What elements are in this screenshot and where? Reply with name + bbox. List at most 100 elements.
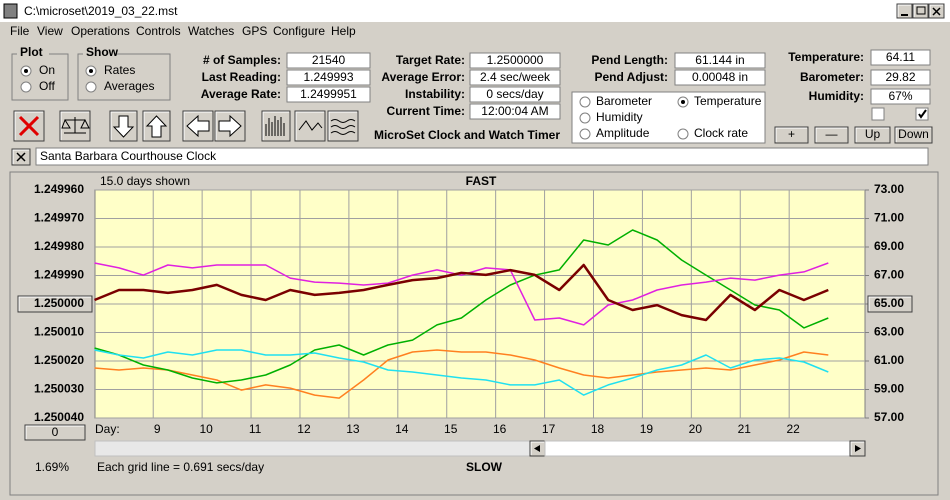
toolbar-button-hilite bbox=[183, 111, 212, 140]
field-value: 1.2499951 bbox=[300, 87, 357, 101]
field-value: 29.82 bbox=[885, 70, 915, 84]
scroll-left-hilite bbox=[530, 441, 544, 455]
offset-button[interactable] bbox=[24, 424, 86, 441]
button[interactable] bbox=[854, 126, 891, 144]
radio-label[interactable]: Rates bbox=[104, 63, 135, 77]
field-box bbox=[870, 88, 931, 105]
toolbar-button-hilite bbox=[110, 111, 136, 140]
menu-item[interactable]: GPS bbox=[242, 24, 267, 38]
button[interactable] bbox=[774, 126, 809, 144]
button-hilite bbox=[855, 127, 889, 142]
field-box bbox=[870, 49, 931, 66]
days-shown: 15.0 days shown bbox=[100, 174, 190, 188]
series-line bbox=[94, 349, 829, 399]
field-label: Pend Length: bbox=[591, 53, 668, 67]
toolbar-button-hilite bbox=[295, 111, 324, 140]
y-tick-label: 1.249980 bbox=[34, 239, 84, 253]
toolbar-button[interactable] bbox=[261, 110, 291, 142]
menu-item[interactable]: Controls bbox=[136, 24, 181, 38]
group-title: Show bbox=[86, 45, 119, 59]
button-hilite bbox=[895, 127, 931, 142]
close-name-glyph bbox=[16, 152, 26, 162]
legend-radio[interactable] bbox=[579, 96, 591, 108]
legend-radio[interactable] bbox=[579, 128, 591, 140]
radio-label[interactable]: Averages bbox=[104, 79, 154, 93]
toolbar-button-hilite bbox=[143, 111, 169, 140]
menu-item[interactable]: Configure bbox=[273, 24, 325, 38]
menu-item[interactable]: Operations bbox=[71, 24, 130, 38]
radio-label[interactable]: On bbox=[39, 63, 55, 77]
radio-label[interactable]: Off bbox=[39, 79, 55, 93]
y2-tick-label: 69.00 bbox=[874, 239, 904, 253]
scroll-thumb[interactable] bbox=[544, 440, 851, 457]
group-title: Plot bbox=[20, 45, 43, 59]
icon-x bbox=[18, 115, 40, 137]
menu-item[interactable]: Watches bbox=[188, 24, 234, 38]
button[interactable] bbox=[894, 126, 933, 144]
y2-tick-label: 61.00 bbox=[874, 353, 904, 367]
clock-name[interactable]: Santa Barbara Courthouse Clock bbox=[40, 149, 217, 163]
legend-radio[interactable] bbox=[677, 128, 689, 140]
y-center-button[interactable] bbox=[17, 295, 93, 313]
button-label[interactable]: Up bbox=[865, 127, 881, 141]
field-label: Average Rate: bbox=[201, 87, 281, 101]
y2-tick-label: 67.00 bbox=[874, 268, 904, 282]
x-tick-label: 13 bbox=[346, 422, 360, 436]
icon-down bbox=[112, 115, 135, 138]
checkbox bbox=[871, 107, 885, 121]
field-box bbox=[469, 69, 561, 86]
y2-center-button[interactable] bbox=[867, 295, 913, 313]
toolbar-button-hilite bbox=[215, 111, 244, 140]
y-tick-label: 1.249960 bbox=[34, 182, 84, 196]
toolbar-button-hilite bbox=[328, 111, 357, 140]
top-label: FAST bbox=[466, 174, 497, 188]
legend-label[interactable]: Clock rate bbox=[694, 126, 748, 140]
button-label[interactable]: Down bbox=[898, 127, 929, 141]
field-value: 0 secs/day bbox=[486, 87, 543, 101]
y2-tick-label: 65.00 bbox=[874, 296, 904, 310]
button-label[interactable]: — bbox=[826, 127, 838, 141]
field-value: 64.11 bbox=[886, 50, 915, 64]
button[interactable] bbox=[814, 126, 849, 144]
icon-waves bbox=[330, 119, 356, 135]
icon-scale bbox=[61, 117, 90, 134]
menu-item[interactable]: View bbox=[37, 24, 63, 38]
menu-item[interactable]: File bbox=[10, 24, 30, 38]
field-box bbox=[469, 103, 561, 120]
icon-left bbox=[186, 114, 210, 138]
radio-button[interactable] bbox=[85, 81, 97, 93]
window-button[interactable] bbox=[896, 3, 913, 19]
x-axis-label: Day: bbox=[95, 422, 120, 436]
button-label[interactable]: + bbox=[788, 127, 795, 141]
field-label: Temperature: bbox=[788, 50, 864, 64]
field-value: 1.2500000 bbox=[487, 53, 544, 67]
field-label: Current Time: bbox=[387, 104, 465, 118]
offset-button-hilite bbox=[25, 425, 84, 439]
field-box bbox=[469, 86, 561, 103]
icon-wave bbox=[298, 120, 323, 131]
legend-label[interactable]: Humidity bbox=[596, 110, 643, 124]
x-tick-label: 14 bbox=[395, 422, 409, 436]
y-tick-label: 1.250020 bbox=[34, 353, 84, 367]
x-tick-label: 21 bbox=[738, 422, 752, 436]
menu-item[interactable]: Help bbox=[331, 24, 356, 38]
legend-label[interactable]: Temperature bbox=[694, 94, 762, 108]
x-tick-label: 12 bbox=[297, 422, 311, 436]
legend-label[interactable]: Barometer bbox=[596, 94, 652, 108]
percent: 1.69% bbox=[35, 460, 69, 474]
legend-radio[interactable] bbox=[579, 112, 591, 124]
window-button-hilite bbox=[897, 4, 911, 17]
icon-up bbox=[145, 115, 168, 138]
grid-note: Each grid line = 0.691 secs/day bbox=[97, 460, 264, 474]
window-button[interactable] bbox=[912, 3, 929, 19]
app-icon bbox=[3, 3, 18, 19]
offset-button-label[interactable]: 0 bbox=[52, 425, 59, 439]
field-label: Instability: bbox=[405, 87, 465, 101]
legend-label[interactable]: Amplitude bbox=[596, 126, 650, 140]
radio-button[interactable] bbox=[20, 81, 32, 93]
field-label: Humidity: bbox=[809, 89, 864, 103]
group-title-bg bbox=[17, 47, 49, 59]
field-box bbox=[469, 52, 561, 69]
x-tick-label: 18 bbox=[591, 422, 605, 436]
